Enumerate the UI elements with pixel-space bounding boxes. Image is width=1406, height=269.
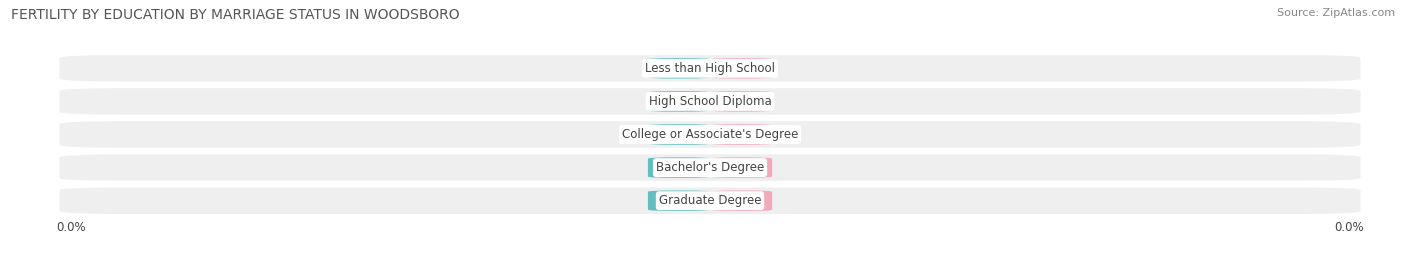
FancyBboxPatch shape — [648, 124, 710, 145]
Text: Less than High School: Less than High School — [645, 62, 775, 75]
Text: Bachelor's Degree: Bachelor's Degree — [657, 161, 763, 174]
FancyBboxPatch shape — [710, 124, 772, 145]
Text: 0.0%: 0.0% — [665, 96, 693, 107]
Text: Source: ZipAtlas.com: Source: ZipAtlas.com — [1277, 8, 1395, 18]
FancyBboxPatch shape — [710, 58, 772, 79]
Text: 0.0%: 0.0% — [665, 129, 693, 140]
Text: 0.0%: 0.0% — [665, 196, 693, 206]
Text: 0.0%: 0.0% — [727, 196, 755, 206]
Text: 0.0%: 0.0% — [727, 162, 755, 173]
Text: High School Diploma: High School Diploma — [648, 95, 772, 108]
FancyBboxPatch shape — [59, 187, 1361, 214]
FancyBboxPatch shape — [59, 121, 1361, 148]
FancyBboxPatch shape — [59, 55, 1361, 82]
Text: 0.0%: 0.0% — [665, 63, 693, 73]
Text: 0.0%: 0.0% — [1334, 221, 1364, 233]
Text: FERTILITY BY EDUCATION BY MARRIAGE STATUS IN WOODSBORO: FERTILITY BY EDUCATION BY MARRIAGE STATU… — [11, 8, 460, 22]
FancyBboxPatch shape — [59, 88, 1361, 115]
FancyBboxPatch shape — [710, 91, 772, 112]
FancyBboxPatch shape — [648, 190, 710, 211]
FancyBboxPatch shape — [710, 157, 772, 178]
Text: 0.0%: 0.0% — [56, 221, 86, 233]
FancyBboxPatch shape — [648, 91, 710, 112]
Text: 0.0%: 0.0% — [727, 129, 755, 140]
FancyBboxPatch shape — [710, 190, 772, 211]
Text: 0.0%: 0.0% — [665, 162, 693, 173]
FancyBboxPatch shape — [59, 154, 1361, 181]
FancyBboxPatch shape — [648, 157, 710, 178]
Text: 0.0%: 0.0% — [727, 63, 755, 73]
Text: College or Associate's Degree: College or Associate's Degree — [621, 128, 799, 141]
Text: 0.0%: 0.0% — [727, 96, 755, 107]
Text: Graduate Degree: Graduate Degree — [659, 194, 761, 207]
FancyBboxPatch shape — [648, 58, 710, 79]
